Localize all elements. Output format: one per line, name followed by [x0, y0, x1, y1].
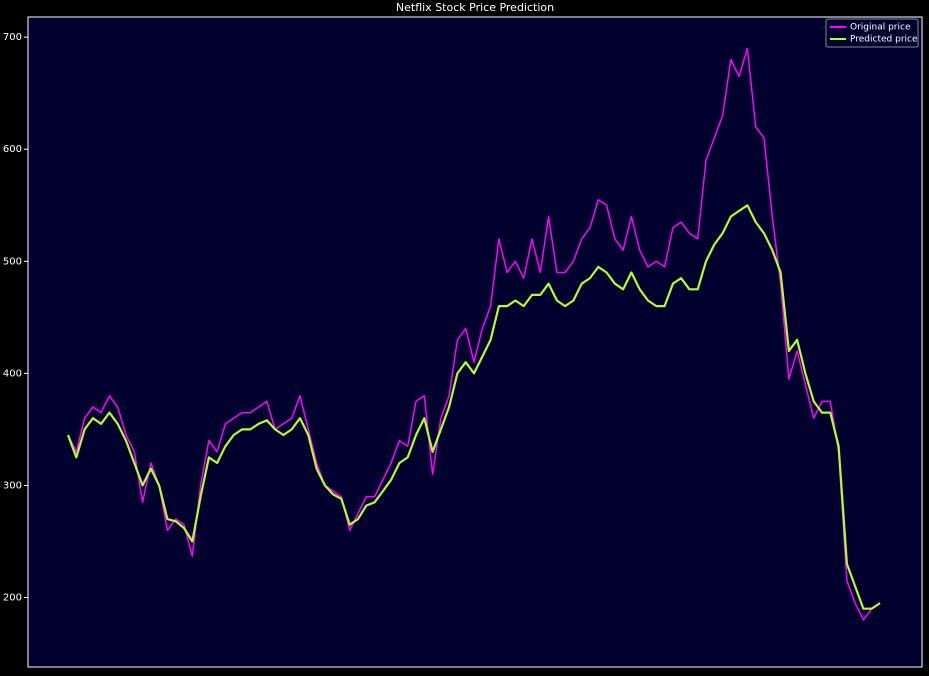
legend-label: Predicted price [850, 35, 918, 45]
y-tick-label: 600 [3, 144, 22, 155]
y-tick-label: 700 [3, 32, 22, 43]
plot-area [27, 16, 923, 668]
chart-title: Netflix Stock Price Prediction [396, 1, 554, 14]
legend-label: Original price [850, 23, 911, 33]
y-tick-label: 500 [3, 256, 22, 267]
y-tick-label: 200 [3, 593, 22, 604]
legend-box [825, 18, 919, 48]
y-tick-label: 300 [3, 480, 22, 491]
series-line [66, 204, 881, 610]
series-line [67, 47, 881, 621]
y-tick-label: 400 [3, 368, 22, 379]
